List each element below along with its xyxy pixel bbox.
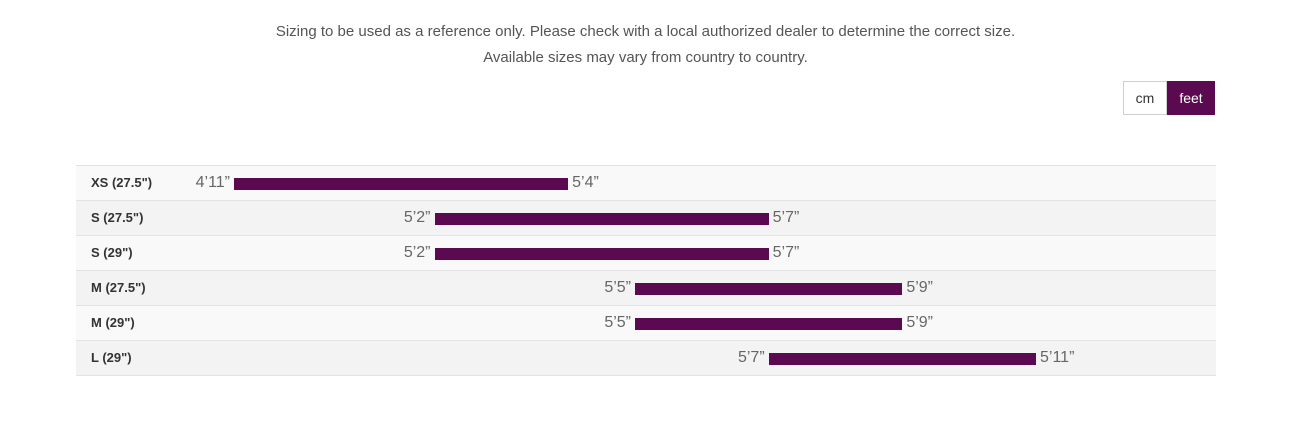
unit-toggle: cm feet xyxy=(1123,81,1215,115)
size-row: S (29") 5’2” 5’7” xyxy=(76,236,1216,271)
size-row: S (27.5") 5’2” 5’7” xyxy=(76,201,1216,236)
height-range-bar xyxy=(434,248,769,260)
cm-button[interactable]: cm xyxy=(1123,81,1167,115)
min-height-label: 5’2” xyxy=(403,209,431,226)
min-height-label: 5’2” xyxy=(403,244,431,261)
size-label: M (27.5") xyxy=(91,280,146,295)
size-range-chart: XS (27.5") 4’11” 5’4” S (27.5") 5’2” 5’7” S (2… xyxy=(76,165,1216,377)
max-height-label: 5’4” xyxy=(572,174,599,191)
size-label: XS (27.5") xyxy=(91,175,153,190)
notice-line-2: Available sizes may vary from country to… xyxy=(483,49,808,66)
size-row: L (29") 5’7” 5’11” xyxy=(76,341,1216,376)
size-row: XS (27.5") 4’11” 5’4” xyxy=(76,166,1216,201)
height-range-bar xyxy=(635,283,903,295)
size-row: M (27.5") 5’5” 5’9” xyxy=(76,271,1216,306)
max-height-label: 5’7” xyxy=(772,209,800,226)
max-height-label: 5’11” xyxy=(1040,349,1075,366)
min-height-label: 4’11” xyxy=(195,174,230,191)
max-height-label: 5’9” xyxy=(906,314,934,331)
min-height-label: 5’5” xyxy=(604,279,631,296)
min-height-label: 5’5” xyxy=(604,314,631,331)
height-range-bar xyxy=(635,318,903,330)
size-label: L (29") xyxy=(91,350,132,365)
size-row: M (29") 5’5” 5’9” xyxy=(76,306,1216,341)
size-label: M (29") xyxy=(91,315,135,330)
max-height-label: 5’9” xyxy=(906,279,934,296)
height-range-bar xyxy=(234,178,569,190)
height-range-bar xyxy=(434,213,769,225)
feet-button[interactable]: feet xyxy=(1167,81,1215,115)
max-height-label: 5’7” xyxy=(772,244,800,261)
size-label: S (29") xyxy=(91,245,133,260)
notice-line-1: Sizing to be used as a reference only. P… xyxy=(275,23,1016,40)
height-range-bar xyxy=(768,353,1036,365)
size-label: S (27.5") xyxy=(91,210,144,225)
min-height-label: 5’7” xyxy=(737,349,765,366)
